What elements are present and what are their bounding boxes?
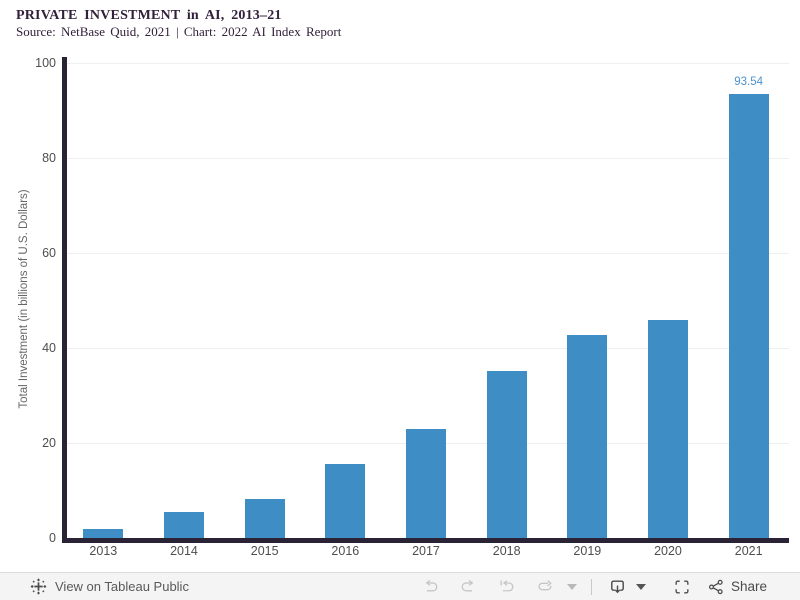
bar-2021[interactable] [728,93,769,538]
share-icon [707,578,725,596]
x-label-2018: 2018 [492,544,521,558]
refresh-caret-button[interactable] [564,574,580,600]
x-label-2017: 2017 [412,544,440,558]
fullscreen-button[interactable] [663,574,701,600]
y-tick-80: 80 [42,150,56,165]
tableau-logo-icon [30,578,47,595]
bar-2020[interactable] [648,319,688,538]
bar-2018[interactable] [486,370,527,538]
y-tick-0: 0 [49,530,56,545]
replay-button[interactable] [488,574,526,600]
y-tick-100: 100 [35,55,56,70]
y-axis-line [62,57,67,543]
x-label-2013: 2013 [89,544,118,558]
y-tick-60: 60 [42,245,56,260]
gridline-80 [67,158,789,159]
x-label-2019: 2019 [573,544,602,558]
toolbar-buttons: Share [412,574,767,600]
x-label-2015: 2015 [250,544,279,558]
chart-title: PRIVATE INVESTMENT in AI, 2013–21 [16,8,282,23]
bar-value-label: 93.54 [734,75,764,88]
y-tick-20: 20 [42,435,56,450]
view-on-tableau-public-link[interactable]: View on Tableau Public [30,578,189,595]
x-label-2021: 2021 [734,544,763,558]
view-link-label: View on Tableau Public [55,579,189,594]
chart-subtitle: Source: NetBase Quid, 2021 | Chart: 2022… [16,24,342,39]
undo-button[interactable] [412,574,450,600]
toolbar-divider [590,578,592,595]
x-label-2020: 2020 [654,544,682,558]
download-button[interactable] [603,574,633,600]
redo-button[interactable] [450,574,488,600]
share-button[interactable]: Share [707,578,767,596]
tableau-toolbar: View on Tableau Public [0,572,800,600]
bar-2019[interactable] [567,335,608,538]
x-label-2014: 2014 [170,544,198,558]
bar-2016[interactable] [325,464,366,538]
x-axis-line [62,538,789,543]
gridline-40 [67,348,789,349]
share-label: Share [730,579,767,594]
bar-2014[interactable] [164,512,204,538]
refresh-button[interactable] [526,574,564,600]
gridline-60 [67,253,789,254]
gridline-100 [67,63,789,64]
bar-2013[interactable] [83,528,124,538]
download-caret-button[interactable] [633,574,649,600]
x-label-2016: 2016 [331,544,360,558]
bar-2015[interactable] [244,498,285,538]
bar-2017[interactable] [406,428,446,538]
y-tick-40: 40 [42,340,56,355]
